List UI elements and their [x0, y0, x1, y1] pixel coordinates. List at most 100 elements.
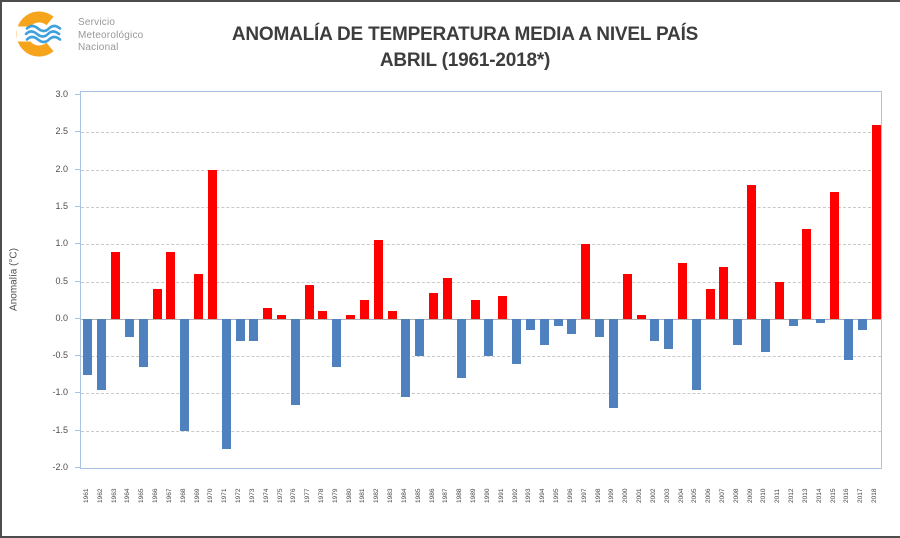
- bar-1989: [470, 300, 480, 319]
- chart-title: ANOMALÍA DE TEMPERATURA MEDIA A NIVEL PA…: [231, 24, 699, 45]
- x-label-2006: 2006: [705, 488, 713, 503]
- bar-2002: [650, 318, 660, 342]
- x-label-2007: 2007: [718, 488, 726, 503]
- x-label-1992: 1992: [511, 488, 519, 503]
- gridline-0.5: [81, 281, 881, 283]
- bar-1993: [525, 318, 535, 330]
- x-label-1976: 1976: [290, 488, 298, 503]
- x-label-1971: 1971: [221, 488, 229, 503]
- bar-2013: [802, 229, 812, 319]
- smn-logo-mark: [16, 11, 72, 57]
- y-tick-mark-2.0: [75, 168, 80, 170]
- x-label-1980: 1980: [345, 488, 353, 503]
- bar-1975: [277, 315, 286, 319]
- bar-1994: [539, 318, 549, 345]
- bar-2007: [719, 266, 729, 319]
- bar-2003: [664, 318, 674, 349]
- bar-1963: [111, 251, 121, 319]
- x-label-1995: 1995: [553, 488, 561, 503]
- page-border-left: [0, 0, 2, 538]
- logo-text-line: Nacional: [78, 42, 119, 53]
- x-label-2005: 2005: [691, 488, 699, 503]
- y-tick-label--2.0: -2.0: [52, 462, 68, 472]
- x-label-2002: 2002: [649, 488, 657, 503]
- y-tick-mark-1.5: [75, 205, 80, 207]
- gridline--0.5: [81, 356, 881, 358]
- bar-1983: [387, 311, 397, 319]
- x-label-2016: 2016: [843, 488, 851, 503]
- bar-2008: [733, 318, 743, 345]
- y-tick-mark--0.5: [75, 355, 80, 357]
- bar-1976: [290, 318, 300, 405]
- x-label-2004: 2004: [677, 488, 685, 503]
- bar-1995: [553, 318, 563, 327]
- y-axis-title: Anomalía (°C): [8, 248, 20, 311]
- plot-area: [80, 91, 882, 469]
- bar-1966: [152, 288, 162, 319]
- x-label-1994: 1994: [539, 488, 547, 503]
- wave-icon: [25, 24, 62, 33]
- bar-2006: [705, 288, 715, 319]
- wave-icon: [25, 35, 62, 44]
- x-label-2015: 2015: [829, 488, 837, 503]
- x-label-1996: 1996: [566, 488, 574, 503]
- logo-text-line: Meteorológico: [78, 29, 144, 41]
- gridline-2.0: [81, 169, 881, 171]
- x-label-2001: 2001: [636, 488, 644, 503]
- bar-1977: [304, 285, 314, 319]
- y-tick-label-2.5: 2.5: [55, 126, 68, 137]
- bar-1962: [97, 318, 107, 390]
- zero-line: [81, 318, 881, 320]
- x-label-2010: 2010: [760, 488, 768, 503]
- bar-1964: [124, 318, 134, 338]
- x-label-1990: 1990: [483, 488, 491, 503]
- y-tick-label-0.5: 0.5: [55, 275, 68, 286]
- bar-1985: [415, 318, 425, 357]
- bar-2015: [830, 191, 840, 319]
- x-label-1964: 1964: [124, 488, 132, 503]
- bar-2014: [816, 318, 826, 323]
- y-tick-label-1.5: 1.5: [55, 200, 68, 211]
- chart-title-block: ANOMALÍA DE TEMPERATURA MEDIA A NIVEL PA…: [90, 22, 840, 73]
- gridline-2.5: [81, 132, 881, 134]
- bar-1992: [512, 318, 522, 364]
- bar-1999: [608, 318, 618, 409]
- bar-1997: [581, 244, 591, 319]
- page-border-bottom: [0, 536, 900, 538]
- bar-1984: [401, 318, 411, 398]
- y-tick-mark--2.0: [75, 467, 80, 468]
- bar-1990: [484, 318, 494, 357]
- chart-subtitle: ABRIL (1961-2018*): [379, 49, 551, 71]
- bar-2005: [691, 318, 701, 390]
- page-border-top: [0, 0, 900, 2]
- gridline-1.0: [81, 244, 881, 246]
- smn-logo: Servicio Meteorológico Nacional: [14, 8, 214, 68]
- y-tick-mark-3.0: [75, 94, 80, 95]
- x-label-1962: 1962: [96, 488, 104, 503]
- y-tick-mark-0.5: [75, 280, 80, 282]
- bar-1967: [166, 251, 176, 319]
- y-tick-label-2.0: 2.0: [55, 163, 68, 174]
- bar-1986: [429, 292, 439, 319]
- y-tick-label-1.0: 1.0: [55, 238, 68, 249]
- y-tick-label--0.5: -0.5: [52, 350, 68, 361]
- x-label-1974: 1974: [262, 488, 270, 503]
- bar-1968: [180, 318, 190, 431]
- x-label-1975: 1975: [276, 488, 284, 503]
- x-label-2018: 2018: [871, 488, 879, 503]
- x-label-1982: 1982: [373, 488, 381, 503]
- x-label-1993: 1993: [525, 488, 533, 503]
- bar-1988: [456, 318, 466, 379]
- wave-icon: [24, 30, 61, 38]
- bar-1974: [263, 307, 273, 319]
- x-label-1997: 1997: [580, 488, 588, 503]
- bar-2012: [788, 318, 798, 327]
- smn-logo-text: Servicio Meteorológico Nacional: [78, 17, 143, 55]
- x-label-2017: 2017: [857, 488, 865, 503]
- bar-1961: [83, 318, 93, 375]
- x-label-2011: 2011: [774, 489, 782, 503]
- x-label-1986: 1986: [428, 488, 436, 503]
- x-label-1978: 1978: [317, 488, 325, 503]
- bar-1991: [498, 296, 508, 319]
